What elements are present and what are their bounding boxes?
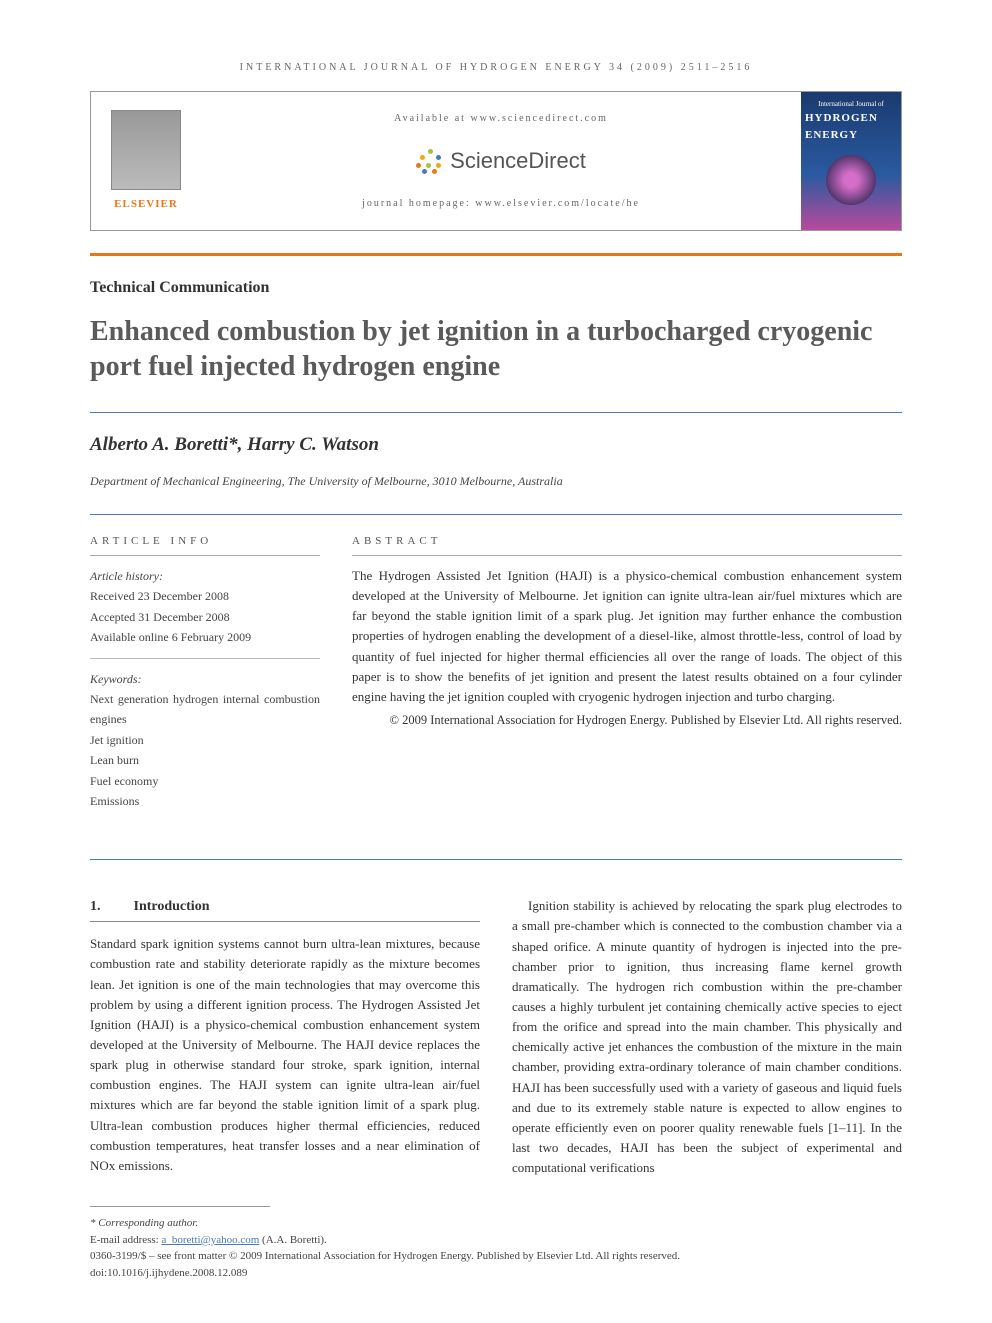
page-container: INTERNATIONAL JOURNAL OF HYDROGEN ENERGY…: [0, 0, 992, 1321]
section-title: Introduction: [134, 899, 210, 914]
journal-homepage: journal homepage: www.elsevier.com/locat…: [362, 196, 640, 211]
blue-divider-bottom: [90, 859, 902, 860]
orange-divider: [90, 253, 902, 256]
keywords-block: Keywords: Next generation hydrogen inter…: [90, 669, 320, 812]
keyword-item: Emissions: [90, 791, 320, 811]
body-column-right: Ignition stability is achieved by reloca…: [512, 896, 902, 1178]
sciencedirect-dots-icon: [416, 147, 444, 175]
keyword-item: Lean burn: [90, 750, 320, 770]
affiliation: Department of Mechanical Engineering, Th…: [90, 472, 902, 490]
doi: doi:10.1016/j.ijhydene.2008.12.089: [90, 1265, 902, 1282]
accepted-date: Accepted 31 December 2008: [90, 607, 320, 627]
cover-journal-name: HYDROGEN ENERGY: [805, 110, 897, 143]
section-number: 1.: [90, 896, 130, 917]
blue-divider-mid: [90, 514, 902, 515]
header-center: Available at www.sciencedirect.com Scien…: [201, 92, 801, 230]
article-title: Enhanced combustion by jet ignition in a…: [90, 314, 902, 384]
article-info-label: ARTICLE INFO: [90, 533, 320, 557]
email-line: E-mail address: a_boretti@yahoo.com (A.A…: [90, 1232, 902, 1249]
online-date: Available online 6 February 2009: [90, 627, 320, 647]
body-columns: 1. Introduction Standard spark ignition …: [90, 896, 902, 1178]
keyword-item: Jet ignition: [90, 730, 320, 750]
sciencedirect-text: ScienceDirect: [450, 144, 586, 177]
elsevier-label: ELSEVIER: [114, 196, 178, 213]
body-paragraph: Ignition stability is achieved by reloca…: [512, 896, 902, 1178]
cover-subtitle: International Journal of: [818, 100, 884, 108]
body-text-right: Ignition stability is achieved by reloca…: [512, 896, 902, 1178]
body-column-left: 1. Introduction Standard spark ignition …: [90, 896, 480, 1178]
corresponding-author-note: * Corresponding author.: [90, 1215, 902, 1232]
article-history-block: Article history: Received 23 December 20…: [90, 566, 320, 648]
available-at-text: Available at www.sciencedirect.com: [394, 111, 608, 126]
journal-cover-thumbnail: International Journal of HYDROGEN ENERGY: [801, 92, 901, 230]
abstract-text: The Hydrogen Assisted Jet Ignition (HAJI…: [352, 566, 902, 707]
keywords-heading: Keywords:: [90, 669, 320, 689]
email-label: E-mail address:: [90, 1234, 161, 1246]
authors: Alberto A. Boretti*, Harry C. Watson: [90, 431, 902, 460]
footnote-divider: [90, 1206, 270, 1207]
received-date: Received 23 December 2008: [90, 586, 320, 606]
author-names: Alberto A. Boretti*, Harry C. Watson: [90, 434, 379, 455]
info-divider: [90, 658, 320, 659]
cover-graphic-icon: [826, 155, 876, 205]
info-abstract-row: ARTICLE INFO Article history: Received 2…: [90, 533, 902, 812]
body-text-left: Standard spark ignition systems cannot b…: [90, 934, 480, 1176]
keyword-item: Fuel economy: [90, 771, 320, 791]
footnote-block: * Corresponding author. E-mail address: …: [90, 1215, 902, 1281]
email-suffix: (A.A. Boretti).: [259, 1234, 327, 1246]
elsevier-tree-icon: [111, 110, 181, 190]
abstract-label: ABSTRACT: [352, 533, 902, 557]
email-link[interactable]: a_boretti@yahoo.com: [161, 1234, 259, 1246]
history-heading: Article history:: [90, 566, 320, 586]
abstract-copyright: © 2009 International Association for Hyd…: [352, 711, 902, 730]
article-type: Technical Communication: [90, 276, 902, 300]
blue-divider-top: [90, 412, 902, 413]
elsevier-logo: ELSEVIER: [91, 92, 201, 230]
journal-citation: INTERNATIONAL JOURNAL OF HYDROGEN ENERGY…: [90, 60, 902, 75]
issn-copyright: 0360-3199/$ – see front matter © 2009 In…: [90, 1248, 902, 1265]
abstract-column: ABSTRACT The Hydrogen Assisted Jet Ignit…: [352, 533, 902, 812]
article-info-column: ARTICLE INFO Article history: Received 2…: [90, 533, 320, 812]
keyword-item: Next generation hydrogen internal combus…: [90, 689, 320, 730]
header-box: ELSEVIER Available at www.sciencedirect.…: [90, 91, 902, 231]
section-heading: 1. Introduction: [90, 896, 480, 922]
sciencedirect-logo: ScienceDirect: [416, 144, 586, 177]
